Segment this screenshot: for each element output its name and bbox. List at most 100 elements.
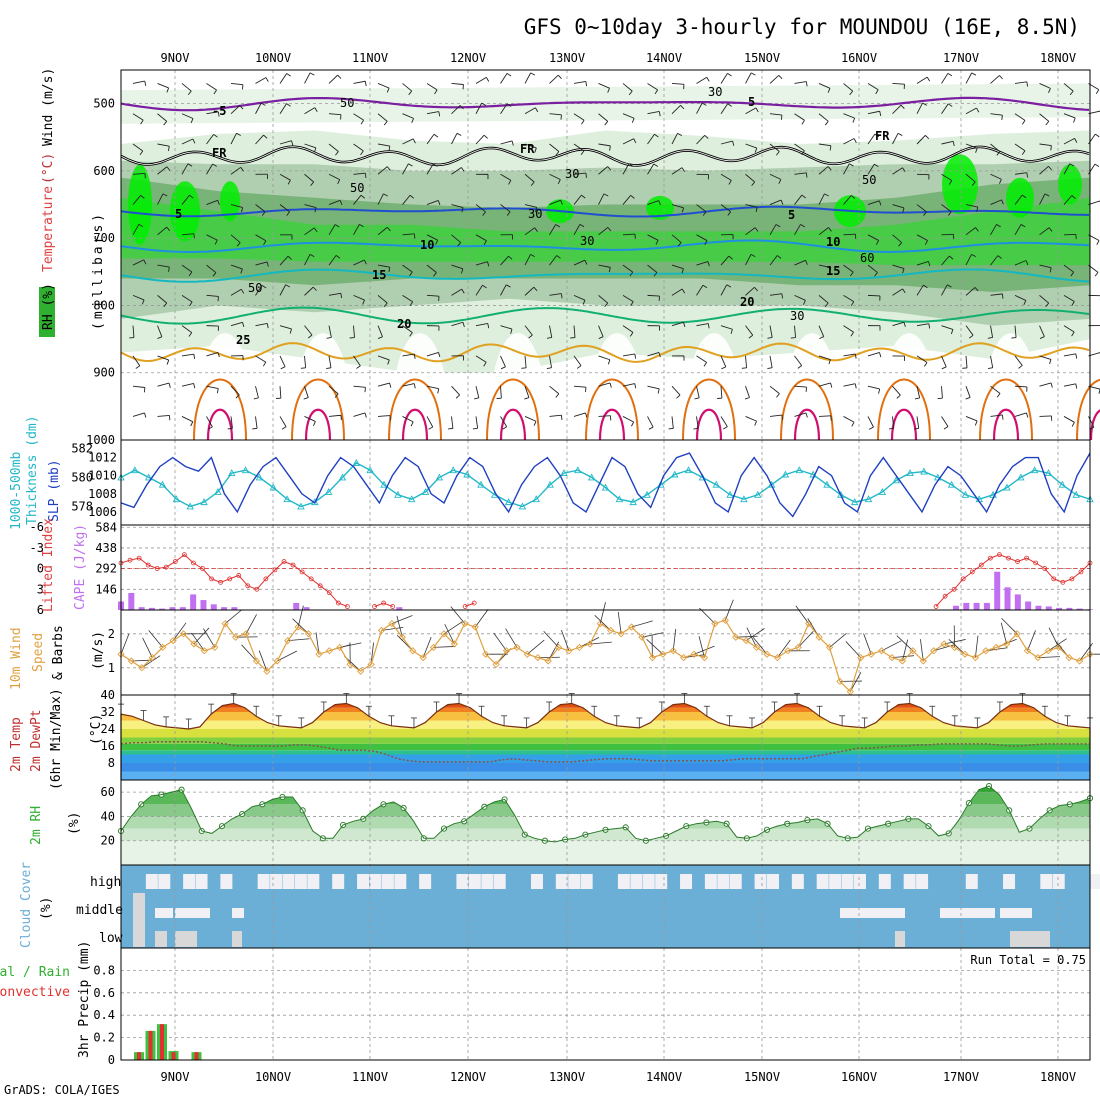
cape-bar (952, 605, 959, 610)
wind-barb-flag (581, 119, 585, 125)
wind-barb-flag (681, 268, 684, 274)
wind-barb-flag (242, 322, 245, 328)
wind-barb (941, 103, 949, 114)
wind-barb (328, 173, 340, 181)
wind-barb (279, 204, 290, 213)
wind-barb-flag (555, 393, 560, 398)
cape-bar (231, 607, 238, 610)
wind-barb-flag (437, 388, 440, 394)
wind-barb (132, 195, 141, 205)
wind-barb-flag (309, 72, 315, 76)
li-tick: 0 (37, 562, 44, 576)
wind-barb (500, 325, 513, 330)
wind10-barb (699, 607, 716, 624)
cape-bar (303, 607, 310, 610)
wind-barb (549, 255, 558, 266)
precip-panel: 0 0.2 0.4 0.6 0.8 (93, 947, 1091, 1067)
wind-barb-flag (193, 383, 196, 389)
wind-barb (794, 81, 807, 84)
wind-barb-flag (262, 361, 267, 367)
cloud-high-clear (878, 874, 891, 889)
cloud-high-clear (282, 874, 295, 889)
contour-label: 5 (175, 207, 182, 221)
wind-barb-flag (797, 365, 802, 369)
wind-barb (769, 414, 782, 417)
wind10-marker (461, 619, 469, 628)
temp-band (121, 707, 1090, 712)
wind-barb-flag (280, 366, 286, 370)
wind-barb (279, 325, 292, 330)
wind-barb (304, 286, 314, 296)
wind-barb-flag (732, 140, 735, 146)
precip-tick: 0.6 (93, 986, 115, 1000)
thickness-marker (684, 466, 693, 474)
wind10-marker (721, 616, 729, 624)
wind-barb (647, 110, 660, 115)
wind-barb (671, 264, 684, 270)
wind-barb (769, 255, 778, 266)
cloud-high-clear (369, 874, 382, 889)
wind-barb-flag (975, 227, 979, 232)
wind-barb-flag (530, 72, 536, 76)
wind-barb (671, 234, 682, 243)
cloud-high-clear (493, 874, 506, 889)
wind-barb-flag (287, 255, 292, 260)
temp-band (121, 763, 1090, 772)
temp-band (121, 695, 1090, 704)
wind-barb (573, 385, 586, 388)
precip-tick: 0 (108, 1053, 115, 1067)
slp-background (121, 440, 1090, 525)
upper-y-tick: 700 (93, 231, 115, 245)
wind-barb-flag (681, 167, 686, 172)
wind-barb-flag (386, 87, 390, 93)
wind-barb (279, 416, 287, 428)
wind-barb-flag (412, 138, 416, 144)
wind-barb (549, 414, 562, 417)
temp-band (121, 703, 1090, 708)
wind-barb-flag (456, 132, 462, 136)
wind-barb-flag (377, 336, 383, 339)
wind-barb-flag (508, 180, 512, 185)
li-marker (263, 576, 269, 582)
wind-barb-flag (461, 167, 465, 172)
wind-barb-flag (1039, 336, 1045, 339)
wind-barb-flag (388, 267, 391, 273)
wind-barb (769, 355, 773, 368)
wind-barb (304, 143, 317, 149)
wind-barb (1039, 83, 1051, 89)
wind-barb-flag (313, 421, 316, 426)
wind-barb (843, 163, 850, 175)
wind-barb (328, 355, 332, 368)
wind-barb (745, 254, 752, 266)
temp-band (121, 720, 1090, 729)
wind-barb-flag (657, 388, 660, 394)
wind-barb (132, 259, 144, 266)
wind10-marker (638, 633, 646, 641)
wind-barb (451, 385, 460, 396)
cloud-middle: middle (76, 903, 123, 918)
wind-barb-flag (1050, 145, 1052, 151)
date-label-top: 17NOV (943, 51, 979, 65)
cape-bar (1004, 587, 1011, 610)
rh-contour-label: 30 (580, 234, 594, 248)
wind-barb-flag (1094, 163, 1100, 168)
wind-barb-flag (750, 72, 756, 76)
wind-barb-flag (285, 284, 291, 288)
wind-barb (255, 102, 262, 114)
wind-barb (696, 355, 707, 363)
wind-barb-flag (163, 302, 168, 307)
wind-barb (181, 83, 192, 92)
wind-barb-flag (555, 224, 560, 228)
wind-barb (353, 224, 360, 236)
wind-barb (990, 414, 1003, 417)
wind-barb (181, 325, 193, 333)
wind-barb-flag (903, 322, 906, 327)
side-labels: RH (%) Temperature (°C) Wind (m/s) (mill… (0, 68, 123, 1058)
wind-barb-flag (1095, 133, 1100, 138)
wind-barb-flag (702, 284, 708, 289)
wind-barb (720, 355, 727, 368)
wind-barb-flag (1094, 272, 1099, 277)
wind10-barb (241, 644, 257, 662)
wind-barb (524, 107, 536, 115)
wind-barb-flag (462, 322, 465, 327)
